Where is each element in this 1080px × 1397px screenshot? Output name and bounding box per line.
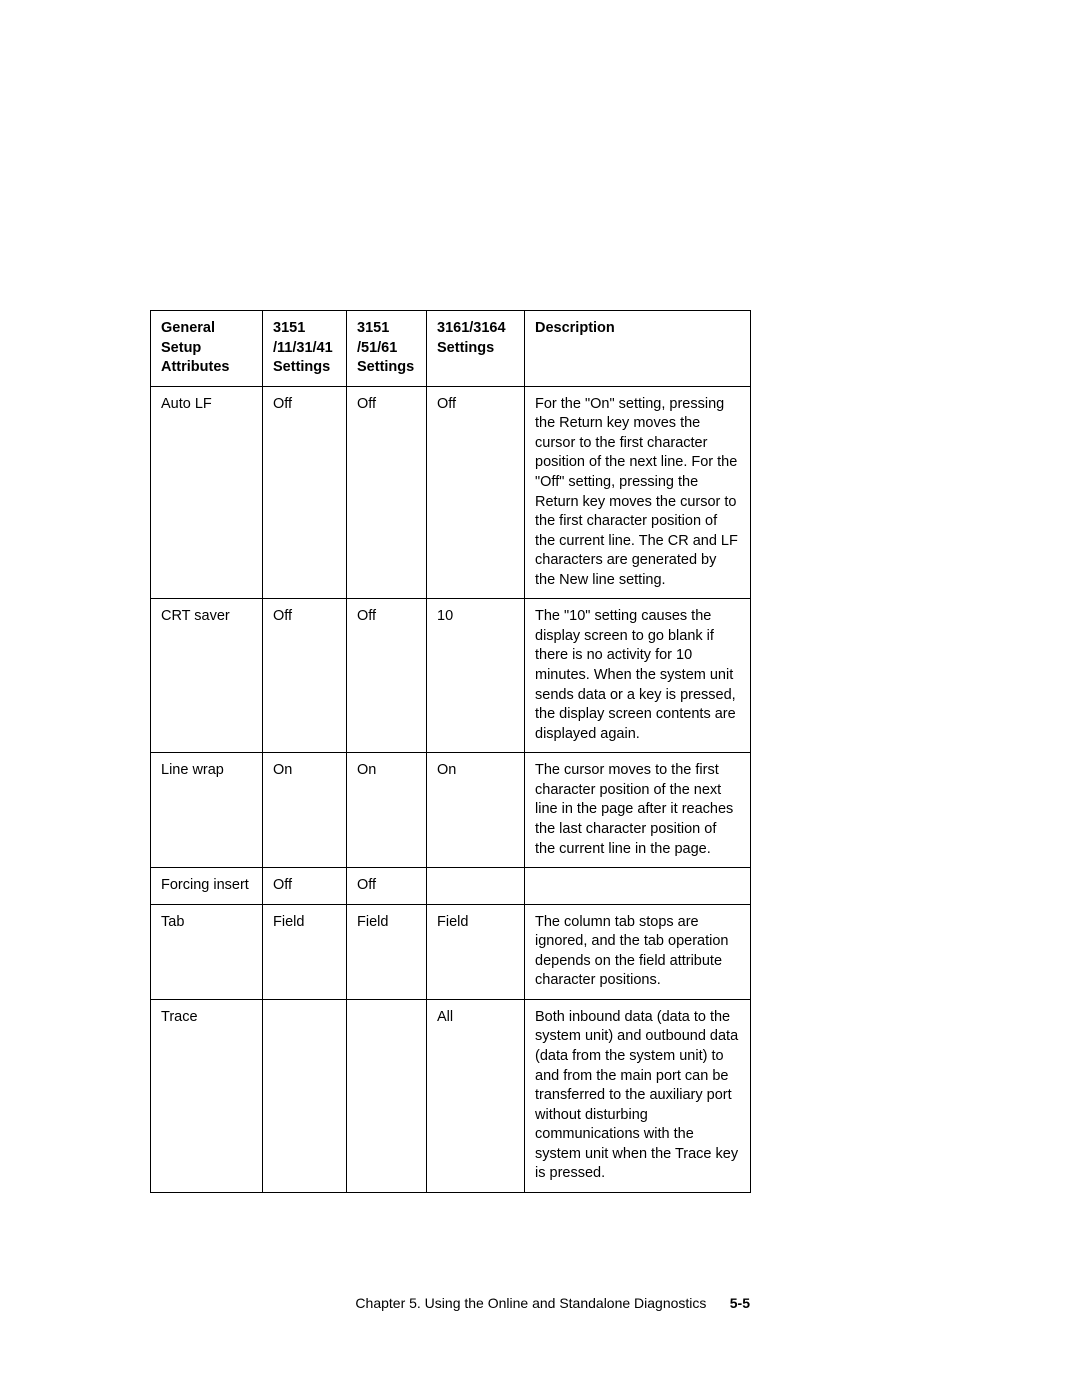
table-body: Auto LFOffOffOffFor the "On" setting, pr… [151,386,751,1192]
cell-setting-3: Field [427,904,525,999]
cell-setting-1 [263,999,347,1192]
cell-description: The cursor moves to the first character … [525,753,751,868]
cell-description: The "10" setting causes the display scre… [525,599,751,753]
page-number: 5-5 [730,1295,750,1311]
cell-description: Both inbound data (data to the system un… [525,999,751,1192]
page-container: General Setup Attributes 3151 /11/31/41 … [150,310,750,1193]
header-general-setup: General Setup Attributes [151,311,263,387]
cell-attribute: CRT saver [151,599,263,753]
table-row: Forcing insertOffOff [151,868,751,905]
cell-attribute: Auto LF [151,386,263,599]
cell-description: For the "On" setting, pressing the Retur… [525,386,751,599]
settings-table: General Setup Attributes 3151 /11/31/41 … [150,310,751,1193]
cell-setting-2 [347,999,427,1192]
cell-setting-2: Off [347,868,427,905]
table-row: Line wrapOnOnOnThe cursor moves to the f… [151,753,751,868]
cell-setting-3 [427,868,525,905]
chapter-text: Chapter 5. Using the Online and Standalo… [355,1295,706,1311]
cell-setting-3: On [427,753,525,868]
cell-setting-1: Off [263,868,347,905]
cell-attribute: Tab [151,904,263,999]
cell-description: The column tab stops are ignored, and th… [525,904,751,999]
cell-setting-2: Off [347,386,427,599]
cell-setting-1: Off [263,599,347,753]
cell-setting-3: Off [427,386,525,599]
cell-setting-3: All [427,999,525,1192]
cell-setting-2: Field [347,904,427,999]
header-3161: 3161/3164 Settings [427,311,525,387]
cell-setting-2: On [347,753,427,868]
cell-attribute: Line wrap [151,753,263,868]
cell-setting-1: Off [263,386,347,599]
cell-setting-1: On [263,753,347,868]
page-footer: Chapter 5. Using the Online and Standalo… [150,1295,750,1311]
cell-attribute: Trace [151,999,263,1192]
cell-setting-1: Field [263,904,347,999]
cell-setting-2: Off [347,599,427,753]
header-3151-11: 3151 /11/31/41 Settings [263,311,347,387]
table-header-row: General Setup Attributes 3151 /11/31/41 … [151,311,751,387]
cell-setting-3: 10 [427,599,525,753]
table-row: CRT saverOffOff10The "10" setting causes… [151,599,751,753]
header-3151-51: 3151 /51/61 Settings [347,311,427,387]
table-row: Trace AllBoth inbound data (data to the s… [151,999,751,1192]
table-row: TabFieldFieldFieldThe column tab stops a… [151,904,751,999]
table-row: Auto LFOffOffOffFor the "On" setting, pr… [151,386,751,599]
header-description: Description [525,311,751,387]
cell-attribute: Forcing insert [151,868,263,905]
cell-description [525,868,751,905]
